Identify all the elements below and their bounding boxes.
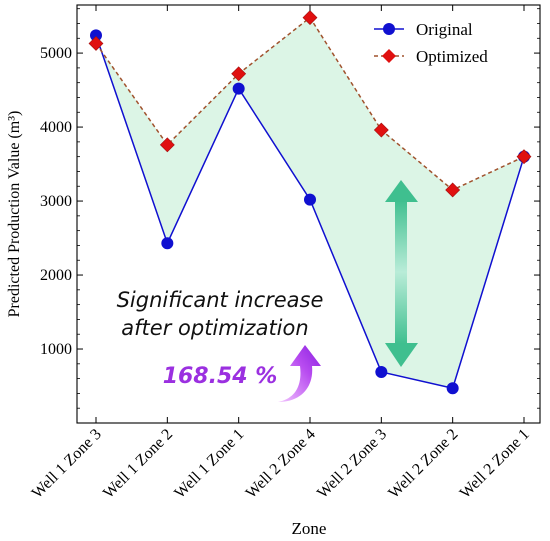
data-point-original [232, 82, 245, 95]
data-point-original [90, 29, 102, 42]
legend-label-original: Original [416, 20, 473, 39]
legend: Original Optimized [374, 20, 488, 66]
plot-frame [76, 4, 541, 424]
data-point-original [446, 382, 459, 395]
data-point-optimized [445, 182, 461, 198]
data-point-optimized [373, 122, 389, 138]
x-tick-label: Well 1 Zone 2 [100, 426, 176, 502]
annotation-double-arrow [385, 180, 418, 367]
annotation-text-line1: Significant increase [117, 288, 324, 312]
y-tick-label: 2000 [40, 267, 72, 284]
data-point-original [375, 365, 388, 378]
x-tick-label: Well 2 Zone 2 [385, 426, 461, 502]
legend-marker-optimized [382, 49, 396, 63]
annotation-up-arrow [278, 345, 321, 402]
series-layer [88, 10, 532, 395]
x-tick-label: Well 2 Zone 1 [457, 426, 533, 502]
axis-ticks [77, 5, 540, 423]
annotation-percent: 168.54 % [163, 364, 278, 389]
y-tick-label: 4000 [40, 119, 72, 136]
data-point-optimized [88, 36, 104, 51]
x-tick-label: Well 2 Zone 3 [314, 426, 390, 502]
y-axis-label: Predicted Production Value (m³) [6, 111, 23, 318]
data-point-original [161, 237, 174, 250]
data-point-optimized [231, 66, 247, 82]
legend-label-optimized: Optimized [416, 47, 488, 66]
data-point-optimized [516, 149, 532, 165]
x-tick-label: Well 1 Zone 3 [29, 426, 105, 502]
data-point-original [304, 193, 316, 206]
annotation-text-line2: after optimization [121, 316, 308, 340]
data-point-optimized [302, 10, 318, 26]
data-point-optimized [159, 137, 175, 153]
y-tick-label: 5000 [40, 45, 72, 62]
fill-between-polygon [96, 17, 524, 389]
x-tick-label: Well 2 Zone 4 [243, 426, 319, 502]
x-axis-label: Zone [292, 519, 327, 538]
y-tick-label: 1000 [40, 341, 72, 358]
y-tick-label: 3000 [40, 193, 72, 210]
improvement-fill-area [96, 17, 524, 389]
legend-marker-original [383, 23, 395, 35]
x-tick-label: Well 1 Zone 1 [171, 426, 247, 502]
